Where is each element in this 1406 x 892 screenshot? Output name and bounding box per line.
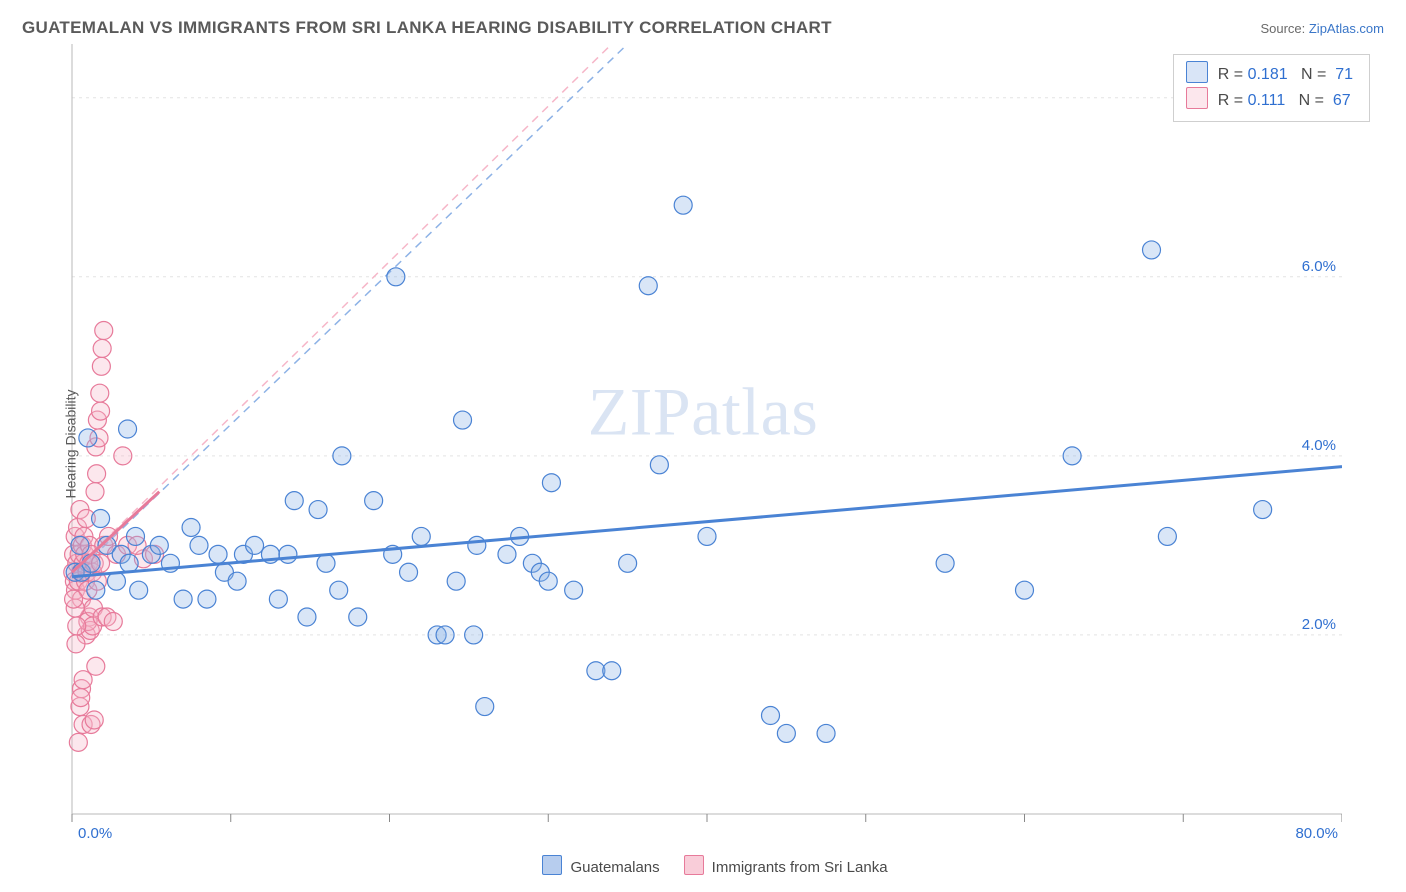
point-guatemalans [119, 420, 137, 438]
point-guatemalans [650, 456, 668, 474]
point-guatemalans [817, 724, 835, 742]
point-guatemalans [436, 626, 454, 644]
point-guatemalans [698, 527, 716, 545]
point-guatemalans [174, 590, 192, 608]
legend-swatch [1186, 61, 1208, 83]
point-guatemalans [1063, 447, 1081, 465]
point-sri_lanka [72, 689, 90, 707]
point-guatemalans [674, 196, 692, 214]
point-guatemalans [79, 429, 97, 447]
r-value: 0.181 [1248, 66, 1288, 83]
series-legend: Guatemalans Immigrants from Sri Lanka [0, 855, 1406, 876]
point-guatemalans [454, 411, 472, 429]
point-sri_lanka [92, 357, 110, 375]
stats-row-guatemalans: R = 0.181 N = 71 [1186, 61, 1353, 87]
legend-swatch [542, 855, 562, 875]
point-guatemalans [936, 554, 954, 572]
point-guatemalans [82, 554, 100, 572]
source-prefix: Source: [1260, 21, 1308, 36]
point-guatemalans [762, 707, 780, 725]
point-guatemalans [333, 447, 351, 465]
point-guatemalans [619, 554, 637, 572]
point-sri_lanka [87, 657, 105, 675]
r-value: 0.111 [1248, 92, 1286, 109]
legend-swatch [1186, 87, 1208, 109]
y-axis-label: Hearing Disability [62, 390, 78, 499]
point-guatemalans [542, 474, 560, 492]
point-sri_lanka [68, 617, 86, 635]
point-sri_lanka [93, 339, 111, 357]
x-tick-label: 80.0% [1295, 825, 1338, 842]
point-guatemalans [127, 527, 145, 545]
point-guatemalans [120, 554, 138, 572]
point-sri_lanka [95, 322, 113, 340]
point-guatemalans [1143, 241, 1161, 259]
point-guatemalans [87, 581, 105, 599]
n-value: 67 [1328, 92, 1350, 109]
legend-label: Guatemalans [570, 859, 659, 876]
point-guatemalans [71, 536, 89, 554]
point-guatemalans [387, 268, 405, 286]
x-tick-label: 0.0% [78, 825, 112, 842]
point-sri_lanka [67, 635, 85, 653]
point-guatemalans [182, 518, 200, 536]
point-guatemalans [539, 572, 557, 590]
point-guatemalans [228, 572, 246, 590]
trend-dash-sri_lanka [72, 44, 612, 572]
point-sri_lanka [69, 733, 87, 751]
point-guatemalans [92, 510, 110, 528]
trendline-guatemalans [72, 467, 1342, 577]
point-guatemalans [309, 501, 327, 519]
point-guatemalans [777, 724, 795, 742]
point-guatemalans [639, 277, 657, 295]
point-guatemalans [447, 572, 465, 590]
point-guatemalans [285, 492, 303, 510]
point-guatemalans [1254, 501, 1272, 519]
point-guatemalans [476, 698, 494, 716]
legend-label: Immigrants from Sri Lanka [712, 859, 888, 876]
point-sri_lanka [92, 402, 110, 420]
point-guatemalans [1158, 527, 1176, 545]
y-tick-label: 4.0% [1302, 437, 1336, 454]
point-guatemalans [150, 536, 168, 554]
chart-title: GUATEMALAN VS IMMIGRANTS FROM SRI LANKA … [22, 18, 832, 38]
point-guatemalans [412, 527, 430, 545]
point-guatemalans [349, 608, 367, 626]
point-guatemalans [298, 608, 316, 626]
point-guatemalans [565, 581, 583, 599]
point-guatemalans [279, 545, 297, 563]
y-tick-label: 6.0% [1302, 258, 1336, 275]
point-guatemalans [246, 536, 264, 554]
point-guatemalans [130, 581, 148, 599]
legend-swatch [684, 855, 704, 875]
chart-container: Hearing Disability 2.0%4.0%6.0%8.0%0.0%8… [22, 44, 1384, 844]
point-guatemalans [400, 563, 418, 581]
scatter-plot: 2.0%4.0%6.0%8.0%0.0%80.0% [22, 44, 1342, 844]
source-attribution: Source: ZipAtlas.com [1260, 21, 1384, 36]
point-guatemalans [365, 492, 383, 510]
point-guatemalans [198, 590, 216, 608]
point-sri_lanka [86, 483, 104, 501]
point-guatemalans [498, 545, 516, 563]
point-guatemalans [1016, 581, 1034, 599]
point-sri_lanka [85, 711, 103, 729]
point-guatemalans [330, 581, 348, 599]
point-guatemalans [209, 545, 227, 563]
source-link[interactable]: ZipAtlas.com [1309, 21, 1384, 36]
y-tick-label: 2.0% [1302, 616, 1336, 633]
point-guatemalans [465, 626, 483, 644]
point-sri_lanka [65, 590, 83, 608]
n-value: 71 [1331, 66, 1353, 83]
point-sri_lanka [88, 465, 106, 483]
stats-legend: R = 0.181 N = 71R = 0.111 N = 67 [1173, 54, 1370, 122]
point-guatemalans [190, 536, 208, 554]
point-guatemalans [468, 536, 486, 554]
point-sri_lanka [104, 613, 122, 631]
point-guatemalans [269, 590, 287, 608]
point-guatemalans [603, 662, 621, 680]
stats-row-sri_lanka: R = 0.111 N = 67 [1186, 87, 1353, 113]
point-sri_lanka [114, 447, 132, 465]
point-guatemalans [317, 554, 335, 572]
point-sri_lanka [91, 384, 109, 402]
